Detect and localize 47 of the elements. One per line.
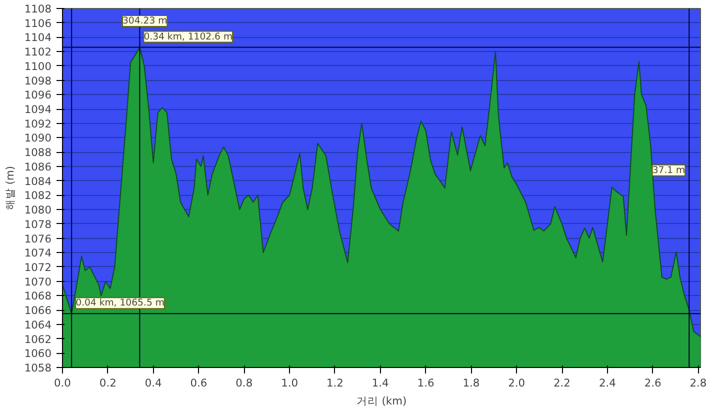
x-tick-label: 2.0 xyxy=(508,376,526,390)
y-tick-label: 1106 xyxy=(24,16,52,30)
y-tick-label: 1086 xyxy=(24,160,52,174)
x-tick-label: 0.0 xyxy=(54,376,72,390)
y-tick-label: 1096 xyxy=(24,88,52,102)
y-tick-label: 1078 xyxy=(24,218,52,231)
y-tick-label: 1058 xyxy=(24,362,52,374)
y-tick-label: 1090 xyxy=(24,132,52,145)
y-tick-label: 1094 xyxy=(24,103,52,116)
x-tick-label: 1.2 xyxy=(326,376,344,390)
x-tick-label: 2.6 xyxy=(644,376,662,390)
y-tick-label: 1072 xyxy=(24,260,52,274)
y-tick-label: 1102 xyxy=(24,46,52,59)
y-tick-label: 1100 xyxy=(24,60,52,73)
annotation: 37.1 m xyxy=(652,164,686,176)
x-tick-label: 2.8 xyxy=(690,376,707,390)
y-tick-label: 1084 xyxy=(24,174,52,188)
annotation: 0.04 km, 1065.5 m xyxy=(76,298,164,309)
x-tick-label: 1.6 xyxy=(417,376,434,390)
y-tick-label: 1060 xyxy=(24,347,52,360)
y-axis-title: 해발 (m) xyxy=(3,166,16,210)
x-axis-title: 거리 (km) xyxy=(356,394,407,408)
y-tick-label: 1082 xyxy=(24,189,52,202)
y-tick-label: 1068 xyxy=(24,290,52,303)
y-tick-label: 1062 xyxy=(24,332,52,346)
y-tick-label: 1064 xyxy=(24,318,52,332)
x-tick-label: 1.4 xyxy=(372,376,390,390)
x-tick-label: 2.2 xyxy=(554,376,570,390)
x-tick-label: 0.6 xyxy=(190,376,208,390)
y-tick-label: 1092 xyxy=(24,117,52,130)
y-tick-label: 1070 xyxy=(24,275,52,288)
y-tick-label: 1088 xyxy=(24,146,52,160)
annotation: 304.23 m xyxy=(122,16,168,26)
y-tick-label: 1098 xyxy=(24,74,52,88)
y-tick-label: 1076 xyxy=(24,232,52,246)
x-tick-label: 0.4 xyxy=(144,376,162,390)
x-tick-label: 0.2 xyxy=(99,376,116,390)
x-tick-label: 2.4 xyxy=(598,376,616,390)
y-tick-label: 1066 xyxy=(24,304,52,318)
y-tick-label: 1104 xyxy=(24,31,52,44)
x-tick-label: 1.8 xyxy=(462,376,480,390)
annotation: 0.34 km, 1102.6 m xyxy=(144,31,233,42)
x-tick-label: 1.0 xyxy=(281,376,298,390)
y-tick-label: 1074 xyxy=(24,246,52,260)
x-tick-label: 0.8 xyxy=(236,376,253,390)
y-tick-label: 1080 xyxy=(24,204,52,217)
y-tick-label: 1108 xyxy=(24,2,52,16)
